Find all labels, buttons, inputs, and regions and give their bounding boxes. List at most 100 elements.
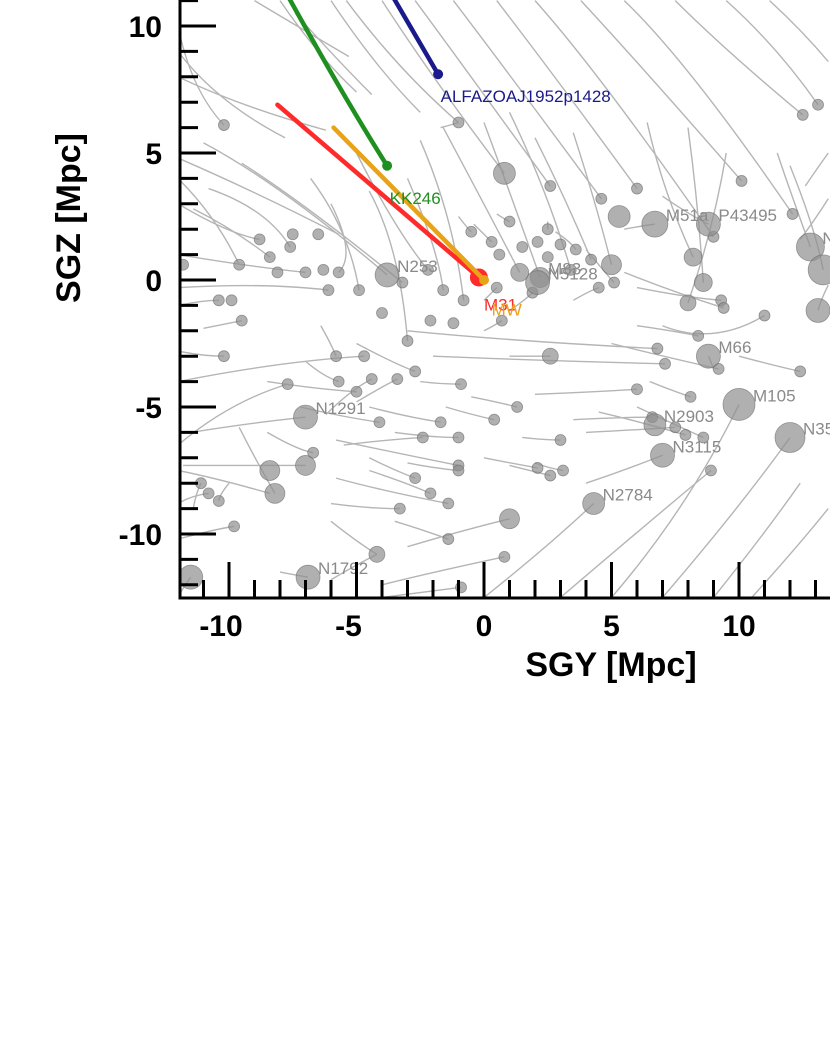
galaxy-point-85: [531, 462, 544, 474]
flow-line-51: [180, 470, 270, 495]
galaxy-point-27: [396, 276, 409, 289]
flow-line-50: [180, 383, 288, 445]
x-axis-title: SGY [Mpc]: [525, 646, 696, 684]
flow-line-8: [496, 0, 638, 189]
flow-line-40: [687, 127, 704, 283]
galaxy-point-83: [488, 413, 501, 426]
track-alfazoaj1952p1428: [392, 0, 441, 77]
galaxy-point-18: [286, 228, 299, 241]
galaxy-point-10: [180, 258, 189, 271]
galaxy-point-77: [228, 520, 241, 533]
flow-line-71: [368, 457, 416, 479]
galaxy-point-76: [202, 487, 215, 500]
galaxy-point-47: [692, 329, 705, 342]
label-m51a: M51a: [666, 206, 709, 225]
flow-line-36: [508, 112, 572, 271]
flow-line-110: [738, 355, 801, 373]
galaxy-point-57: [281, 378, 294, 391]
label-n2784: N2784: [603, 486, 653, 505]
galaxy-unnamed-26: [510, 262, 530, 282]
x-tick-label-0: 0: [476, 610, 493, 643]
galaxy-point-28: [401, 335, 414, 347]
y-axis-title: SGZ [Mpc]: [50, 133, 88, 303]
track-kk246: [287, 0, 390, 168]
galaxy-n253: [374, 262, 400, 288]
galaxy-point-17: [284, 241, 297, 253]
galaxy-point-0: [217, 119, 230, 131]
galaxy-point-81: [452, 464, 465, 477]
flow-line-81: [420, 380, 462, 385]
label-n35: N35: [803, 419, 830, 438]
galaxy-point-79: [212, 495, 225, 507]
flow-line-125: [330, 520, 378, 555]
galaxy-unnamed-18: [295, 455, 316, 476]
track-end-kk246: [382, 160, 393, 171]
flow-line-7: [452, 0, 602, 200]
galaxy-point-61: [350, 385, 363, 398]
flow-line-20: [180, 204, 260, 241]
flow-line-101: [712, 482, 801, 598]
flow-line-35: [483, 122, 541, 278]
galaxy-n2784: [582, 492, 606, 515]
galaxy-unnamed-19: [264, 482, 286, 504]
track-mw: [331, 125, 487, 283]
galaxy-m105: [722, 388, 756, 421]
label-n4: N4: [822, 229, 830, 248]
galaxy-point-21: [317, 263, 330, 276]
galaxy-unnamed-22: [541, 347, 559, 365]
galaxy-point-92: [541, 223, 554, 236]
flow-line-94: [573, 416, 653, 421]
flow-line-109: [662, 314, 765, 335]
flow-line-33: [419, 140, 465, 301]
x-tick-label-10: 10: [722, 610, 755, 643]
galaxy-point-29: [421, 263, 434, 276]
galaxy-unnamed-23: [683, 247, 703, 267]
x-tick-label--5: -5: [335, 610, 362, 643]
flow-line-28: [355, 152, 429, 271]
galaxy-labels: N253 M51a P43495 N4 M66 M105 N1291 N2903 N35 N311…: [316, 87, 830, 578]
galaxy-point-37: [541, 251, 554, 264]
galaxy-point-43: [631, 383, 643, 396]
galaxy-point-26: [376, 307, 388, 319]
flow-line-19: [180, 179, 240, 266]
galaxy-point-20: [312, 228, 325, 241]
flow-line-103: [649, 380, 691, 398]
galaxy-unnamed-14: [492, 161, 516, 185]
galaxy-point-16: [271, 266, 284, 279]
highlight-tracks: [275, 0, 489, 287]
galaxy-point-13: [233, 258, 246, 271]
galaxy-unnamed-20: [180, 564, 204, 590]
flow-line-100: [661, 437, 791, 598]
galaxy-point-40: [585, 253, 597, 266]
flow-line-47: [180, 355, 365, 382]
galaxy-unnamed-17: [805, 298, 830, 323]
galaxy-point-99: [495, 314, 508, 327]
flow-line-3: [330, 0, 421, 113]
galaxy-point-71: [442, 497, 455, 510]
galaxy-point-19: [299, 266, 312, 279]
flow-line-68: [369, 406, 441, 423]
galaxy-point-2: [544, 180, 557, 192]
galaxy-unnamed-29: [679, 294, 697, 312]
flow-line-17: [180, 76, 327, 131]
x-tick-label-5: 5: [603, 610, 620, 643]
galaxy-n35: [774, 422, 806, 453]
galaxy-point-84: [511, 401, 524, 413]
galaxy-point-60: [332, 375, 345, 388]
galaxy-point-7: [786, 208, 799, 220]
galaxy-point-67: [452, 431, 465, 444]
galaxy-point-33: [457, 294, 470, 307]
galaxy-point-63: [373, 416, 386, 429]
galaxy-point-86: [544, 469, 557, 482]
label-m66: M66: [718, 338, 751, 357]
galaxy-point-11: [212, 294, 225, 307]
galaxy-point-56: [235, 314, 248, 327]
galaxy-n4: [796, 232, 825, 262]
galaxy-markers: [180, 98, 830, 594]
galaxy-point-46: [684, 390, 697, 403]
galaxy-point-3: [595, 192, 608, 205]
flow-line-25: [208, 187, 291, 248]
galaxy-point-66: [434, 416, 447, 429]
flow-line-83: [471, 396, 518, 408]
flow-line-77: [381, 586, 462, 598]
